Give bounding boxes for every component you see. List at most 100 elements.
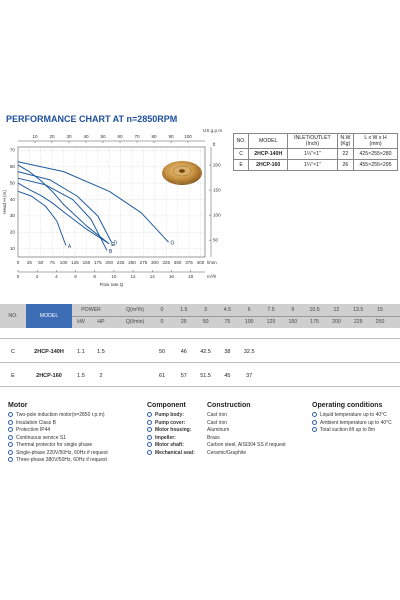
header-cell: NO. — [232, 133, 250, 149]
gpm-tick-label: 40 — [83, 134, 89, 139]
section-item: Two-pole induction motor(n=2850 r.p.m) — [8, 412, 105, 418]
row-head: 45 — [224, 373, 231, 379]
pump-curve — [17, 177, 108, 251]
y-tick-label: 70 — [10, 148, 16, 153]
q-m3h-value: 15 — [377, 307, 383, 313]
y-tick-label: 30 — [10, 213, 16, 218]
pump-curve — [17, 171, 112, 243]
row-head: 42.5 — [200, 349, 211, 355]
data-row: E 2HCP-160 1¼"×1" 26 455×255×295 — [232, 159, 398, 171]
section-title: Operating conditions — [312, 402, 383, 409]
header-cell: MODEL — [248, 133, 289, 149]
q-lmin-value: 50 — [202, 319, 209, 325]
plot: 0 25 50 75 100 125 150 175 200 225 250 275 300 325 350… — [2, 128, 222, 287]
m3h-unit: m³/h — [207, 274, 217, 279]
model-header-band — [26, 304, 72, 328]
header-text: INLET/OUTLET — [294, 135, 331, 141]
x-axis-label: Flow rate Q — [100, 282, 124, 287]
x-tick-label: 175 — [94, 260, 102, 265]
pump-curve — [17, 190, 67, 246]
cell: 425×255×280 — [353, 148, 398, 160]
cell: 22 — [336, 148, 355, 160]
x-tick-label: 275 — [140, 260, 148, 265]
ft-unit: ft — [213, 142, 216, 147]
section-item: Three-phase 380V/50Hz, 60Hz if request — [8, 457, 107, 463]
x-tick-label: 75 — [50, 260, 56, 265]
ft-tick-label: 150 — [213, 187, 221, 192]
x-unit: l/min — [207, 260, 217, 265]
row-line — [0, 338, 400, 339]
m3h-tick-label: 16 — [169, 274, 175, 279]
gpm-tick-label: 60 — [117, 134, 123, 139]
cell: 1¼"×1" — [287, 159, 338, 171]
gpm-tick-label: 100 — [184, 134, 192, 139]
q-m3h-value: 10.5 — [309, 307, 320, 313]
q-lmin-value: 150 — [288, 319, 298, 325]
x-tick-label: 50 — [38, 260, 44, 265]
header-text: L x W x H — [364, 135, 387, 141]
row-head: 51.5 — [200, 373, 211, 379]
y-axis-label: Head H (m) — [2, 190, 7, 214]
section-title: Motor — [8, 402, 28, 409]
cell: 2HCP-140H — [248, 148, 289, 160]
curve-label: D — [114, 241, 118, 247]
cell: 455×255×295 — [353, 159, 398, 171]
y-tick-label: 50 — [10, 180, 16, 185]
row-kw: 1.5 — [77, 373, 85, 379]
section-item: Cast iron — [207, 412, 228, 418]
q-lmin-header: Q(l/min) — [125, 319, 145, 325]
cell: 26 — [336, 159, 355, 171]
header-row: NO. MODEL INLET/OUTLET (Inch) N.W (Kg) L x W x… — [232, 133, 398, 149]
section-item: Protection IP44 — [8, 427, 50, 433]
gpm-tick-label: 30 — [66, 134, 72, 139]
q-m3h-value: 3 — [204, 307, 208, 313]
section-item: Mechanical seal: — [147, 450, 195, 456]
curve-label: E — [111, 242, 115, 248]
power-header: POWER — [81, 307, 101, 313]
ft-tick-label: 100 — [213, 212, 221, 217]
section-item: Continuous service S1 — [8, 435, 66, 441]
section-item: Motor housing: — [147, 427, 191, 433]
kw-header: kW — [77, 319, 85, 325]
row-no: E — [11, 373, 15, 379]
q-lmin-value: 250 — [375, 319, 385, 325]
q-m3h-value: 4.5 — [223, 307, 231, 313]
curve-label: C — [111, 242, 115, 248]
section-item: Pump body: — [147, 412, 184, 418]
y-tick-label: 60 — [10, 164, 16, 169]
header-text: NO. — [236, 138, 246, 144]
header-divider — [72, 316, 400, 317]
m3h-tick-label: 4 — [55, 274, 58, 279]
header-text: (Kg) — [340, 141, 351, 147]
curve-label: A — [68, 244, 72, 250]
row-model: 2HCP-160 — [36, 373, 62, 379]
header-text: N.W — [340, 135, 351, 141]
x-tick-label: 200 — [105, 260, 113, 265]
section-item: Thermal protector for single phase — [8, 442, 92, 448]
curve-label: B — [109, 249, 113, 255]
gpm-tick-label: 50 — [100, 134, 106, 139]
y-tick-label: 20 — [10, 230, 16, 235]
m3h-tick-label: 10 — [111, 274, 117, 279]
m3h-tick-label: 14 — [150, 274, 156, 279]
dimensions-table: NO. MODEL INLET/OUTLET (Inch) N.W (Kg) L x W x… — [232, 133, 398, 171]
section-item: Total suction lift up to 8m — [312, 427, 375, 433]
q-m3h-value: 13.5 — [353, 307, 364, 313]
row-no: C — [11, 349, 15, 355]
section-item: Insulation Class B — [8, 420, 56, 426]
header-cell: N.W (Kg) — [336, 133, 355, 149]
q-m3h-value: 6 — [247, 307, 251, 313]
x-tick-label: 0 — [17, 260, 20, 265]
section-item: Brass — [207, 434, 220, 441]
x-tick-label: 100 — [60, 260, 68, 265]
performance-chart: 0 25 50 75 100 125 150 175 200 225 250 275 300 325 350… — [2, 128, 222, 287]
x-tick-label: 125 — [71, 260, 79, 265]
section-item: Impeller: — [147, 435, 176, 441]
m3h-tick-label: 12 — [131, 274, 137, 279]
x-tick-label: 400 — [197, 260, 205, 265]
y-tick-label: 40 — [10, 197, 16, 202]
pump-curve — [17, 164, 110, 245]
pump-curve — [17, 161, 169, 243]
impeller-photo — [162, 161, 202, 185]
